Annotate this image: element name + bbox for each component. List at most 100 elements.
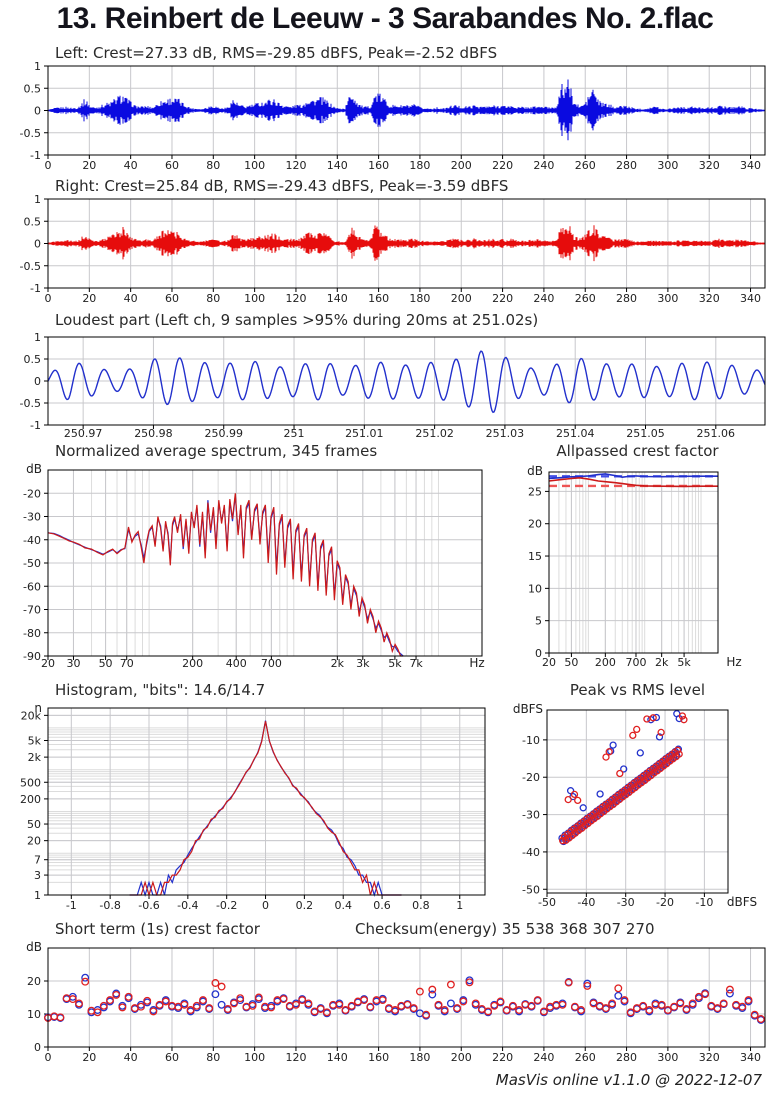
svg-text:340: 340 [740, 159, 761, 172]
svg-text:dBFS: dBFS [513, 702, 543, 716]
svg-text:n: n [34, 701, 42, 715]
svg-text:-0.5: -0.5 [20, 397, 41, 410]
svg-text:700: 700 [625, 656, 646, 669]
svg-text:-30: -30 [522, 809, 540, 822]
svg-text:180: 180 [409, 1051, 430, 1064]
svg-text:0: 0 [34, 105, 41, 118]
svg-text:251.02: 251.02 [415, 427, 454, 440]
svg-text:2k: 2k [655, 656, 669, 669]
footer-credit: MasVis online v1.1.0 @ 2022-12-07 [495, 1071, 762, 1089]
svg-text:-60: -60 [23, 580, 41, 593]
svg-text:-40: -40 [522, 846, 540, 859]
svg-text:300: 300 [657, 292, 678, 305]
svg-text:1: 1 [34, 195, 41, 206]
svg-text:-50: -50 [538, 896, 556, 909]
svg-text:0.5: 0.5 [24, 82, 42, 95]
svg-text:-0.6: -0.6 [138, 899, 159, 912]
svg-text:2k: 2k [28, 751, 42, 764]
svg-text:340: 340 [740, 292, 761, 305]
svg-text:-20: -20 [656, 896, 674, 909]
svg-text:0: 0 [535, 647, 542, 660]
svg-text:120: 120 [285, 292, 306, 305]
svg-text:240: 240 [533, 1051, 554, 1064]
svg-text:5k: 5k [677, 656, 691, 669]
svg-text:Hz: Hz [469, 656, 484, 670]
svg-text:140: 140 [327, 292, 348, 305]
svg-text:-30: -30 [23, 511, 41, 524]
svg-text:220: 220 [492, 159, 513, 172]
svg-text:251.06: 251.06 [697, 427, 736, 440]
svg-text:-0.5: -0.5 [20, 260, 41, 273]
svg-text:260: 260 [575, 159, 596, 172]
svg-text:160: 160 [368, 1051, 389, 1064]
svg-text:200: 200 [595, 656, 616, 669]
svg-text:200: 200 [451, 159, 472, 172]
svg-text:260: 260 [575, 1051, 596, 1064]
svg-text:20: 20 [82, 292, 96, 305]
svg-text:7k: 7k [409, 657, 423, 670]
short-term-crest-chart: 0 20 40 60 80 100 120 140 160 180 200 220 240 260 280 3… [26, 940, 766, 1064]
svg-text:10: 10 [27, 1008, 41, 1021]
svg-text:dB: dB [26, 462, 42, 476]
svg-text:140: 140 [327, 1051, 348, 1064]
loudest-part-title: Loudest part (Left ch, 9 samples >95% du… [55, 311, 539, 329]
svg-text:140: 140 [327, 159, 348, 172]
svg-text:-20: -20 [23, 487, 41, 500]
svg-text:20: 20 [82, 159, 96, 172]
allpassed-crest-title: Allpassed crest factor [556, 442, 719, 460]
allpassed-crest-chart: 20 50 200 700 2k 5k 0 5 10 15 20 25 dB Hz [527, 464, 742, 669]
svg-text:0: 0 [262, 899, 269, 912]
svg-text:400: 400 [226, 657, 247, 670]
svg-text:100: 100 [244, 1051, 265, 1064]
svg-text:20: 20 [542, 656, 556, 669]
svg-text:0: 0 [34, 238, 41, 251]
svg-text:200: 200 [20, 793, 41, 806]
svg-text:0: 0 [45, 1051, 52, 1064]
svg-text:260: 260 [575, 292, 596, 305]
svg-text:15: 15 [528, 550, 542, 563]
svg-text:Hz: Hz [726, 655, 741, 669]
svg-text:5k: 5k [28, 735, 42, 748]
svg-text:-1: -1 [66, 899, 77, 912]
svg-text:251.05: 251.05 [626, 427, 665, 440]
svg-text:-90: -90 [23, 650, 41, 663]
svg-text:20: 20 [528, 518, 542, 531]
svg-text:-50: -50 [23, 557, 41, 570]
svg-text:-10: -10 [522, 734, 540, 747]
svg-text:0.2: 0.2 [296, 899, 314, 912]
svg-text:60: 60 [165, 159, 179, 172]
svg-text:160: 160 [368, 292, 389, 305]
svg-text:100: 100 [244, 159, 265, 172]
peak-vs-rms-title: Peak vs RMS level [569, 681, 706, 699]
svg-text:20: 20 [27, 835, 41, 848]
histogram-title: Histogram, "bits": 14.6/14.7 [55, 681, 266, 699]
loudest-part-chart: 250.97 250.98 250.99 251 251.01 251.02 251.03 2… [20, 331, 766, 440]
svg-text:220: 220 [492, 1051, 513, 1064]
average-spectrum-chart: 20 30 50 70 200 400 700 2k 3k 5k 7k -20 -30 -40 -50 -60… [23, 462, 485, 670]
svg-text:80: 80 [206, 159, 220, 172]
svg-text:dB: dB [527, 464, 543, 478]
svg-text:80: 80 [206, 292, 220, 305]
svg-text:200: 200 [451, 292, 472, 305]
svg-text:-30: -30 [617, 896, 635, 909]
svg-text:25: 25 [528, 485, 542, 498]
svg-text:250.97: 250.97 [64, 427, 103, 440]
svg-text:1: 1 [34, 62, 41, 73]
svg-text:180: 180 [409, 159, 430, 172]
svg-text:-50: -50 [522, 883, 540, 896]
svg-text:dB: dB [26, 940, 42, 954]
svg-text:180: 180 [409, 292, 430, 305]
svg-text:240: 240 [533, 159, 554, 172]
short-term-crest-title: Short term (1s) crest factor [55, 920, 260, 938]
svg-text:280: 280 [616, 159, 637, 172]
svg-text:200: 200 [451, 1051, 472, 1064]
svg-text:340: 340 [740, 1051, 761, 1064]
svg-text:50: 50 [27, 818, 41, 831]
svg-text:20: 20 [27, 975, 41, 988]
svg-text:160: 160 [368, 159, 389, 172]
svg-text:0: 0 [34, 1041, 41, 1054]
svg-text:0.4: 0.4 [334, 899, 352, 912]
svg-text:50: 50 [564, 656, 578, 669]
svg-text:0.6: 0.6 [373, 899, 391, 912]
